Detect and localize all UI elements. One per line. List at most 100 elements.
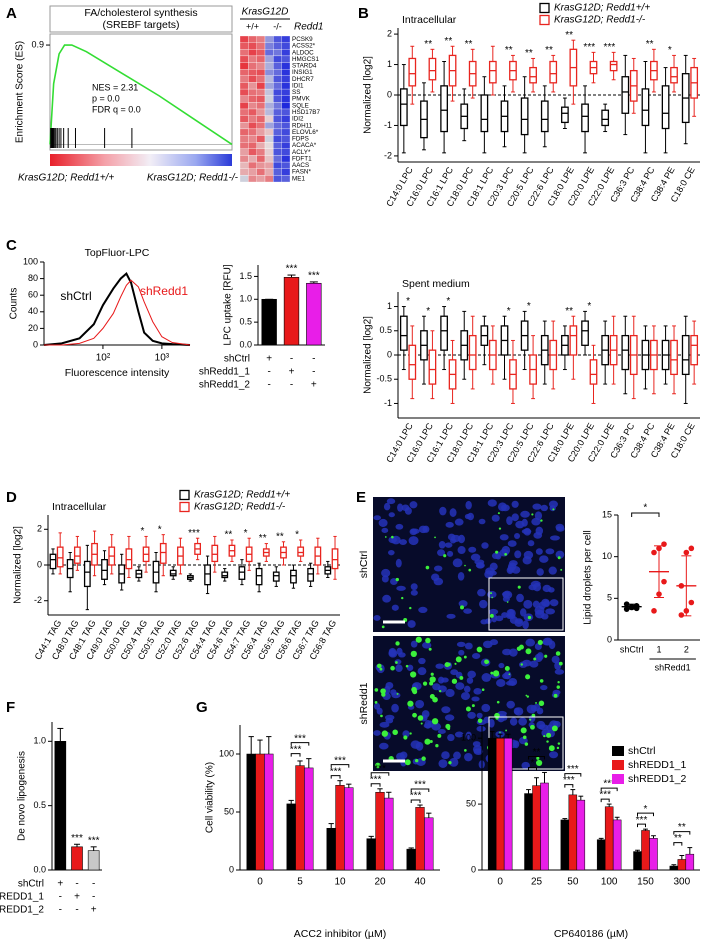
y-tick-label: 0 [387,89,392,99]
lipid-droplet [468,568,472,572]
bar [612,819,622,871]
heatmap-cell [281,122,291,130]
significance: *** [71,833,83,844]
y-axis-label: Normalized [log2] [363,316,374,394]
box [238,566,246,580]
heatmap-cell [239,135,249,143]
nucleus [373,615,381,621]
lipid-droplet [428,647,432,651]
nucleus [470,553,481,561]
gene-label: ME1 [292,175,305,182]
bar [406,848,416,871]
heatmap-cell [256,175,266,183]
significance: * [644,804,648,815]
heatmap-cell [281,75,291,83]
heatmap-cell [281,161,291,169]
heatmap-cell [264,102,274,110]
x-tick-label: 5 [297,877,303,888]
box [468,334,477,371]
heatmap-cell [239,75,249,83]
nucleus [496,679,506,687]
significance: * [158,524,162,535]
box [408,57,417,87]
nucleus [381,527,389,533]
bar [568,794,578,871]
nucleus [398,652,406,658]
significance: *** [567,764,579,775]
lipid-droplet [525,674,531,680]
plot-frame [49,33,233,151]
box [561,106,569,124]
nucleus [548,566,557,575]
nucleus [514,550,522,559]
bar [649,838,658,871]
nucleus [433,565,443,572]
heatmap-cell [256,122,266,130]
lipid-droplet [492,670,500,677]
nucleus [495,615,504,622]
heatmap-cell [264,142,274,149]
lipid-droplet [465,706,471,712]
nucleus [438,540,446,549]
nucleus [521,659,532,667]
box [73,546,81,564]
nucleus [503,671,512,680]
lipid-droplet [421,756,426,761]
nucleus [551,655,560,664]
nucleus [450,538,457,544]
bar [344,787,354,871]
box [581,103,589,133]
series-label: shRedd1 [140,284,188,298]
nucleus [533,703,541,712]
significance: *** [414,780,426,791]
nucleus [441,751,450,760]
heatmap-cell [281,115,291,123]
lipid-droplet [529,718,532,721]
lipid-droplet [553,693,558,698]
nucleus [489,639,499,646]
box [331,548,339,570]
nucleus [523,599,533,609]
box [49,553,57,570]
nucleus [535,548,543,555]
heatmap-cell [256,82,266,90]
heatmap-cell [248,175,257,183]
nucleus [418,657,426,665]
nucleus [395,558,402,568]
panel-label: E [356,489,366,506]
heatmap-cell [256,55,266,63]
heatmap-cell [239,175,249,183]
nucleus [387,550,395,556]
heatmap-cell [273,148,282,156]
heatmap-cell [248,69,257,76]
lipid-droplet [417,715,424,721]
y-axis-label: Cell viability (%) [205,762,216,833]
significance: ** [276,531,284,542]
x-axis-label: Fluorescence intensity [65,367,170,379]
image-label: shRedd1 [358,682,370,724]
lipid-droplet [539,679,544,683]
y-tick-label: 0.5 [33,800,46,810]
heatmap-cell [273,62,282,70]
significance: ** [259,533,267,544]
heatmap-cell [256,69,266,76]
heatmap-cell [248,142,257,149]
y-tick-label: 10 [602,551,612,561]
x-tick-label: 10³ [155,353,170,364]
y-tick-label: 100 [23,256,38,266]
nucleus [410,583,418,591]
lipid-droplet [376,663,382,669]
nucleus [464,752,473,762]
legend-swatch [612,760,624,770]
lipid-droplet [560,568,563,571]
heatmap-cell [281,135,291,143]
nucleus [534,653,543,663]
box [159,542,167,564]
nucleus [532,600,540,608]
bar [54,741,67,871]
gene-label: HMGCS1 [292,56,319,63]
nucleus [502,648,512,656]
significance: * [668,45,672,56]
box [101,558,108,580]
heatmap-cell [264,49,274,57]
